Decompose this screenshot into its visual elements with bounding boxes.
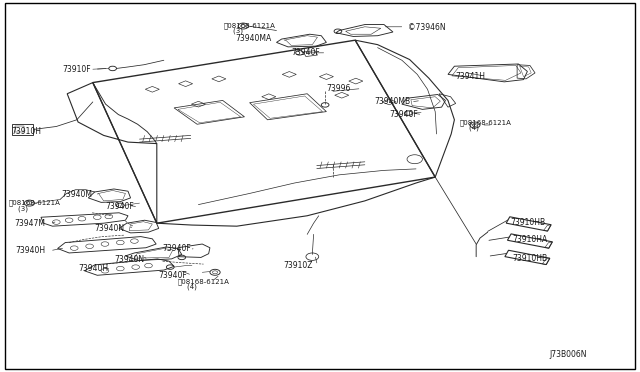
Text: 73910F: 73910F xyxy=(63,65,92,74)
Text: 73940F: 73940F xyxy=(159,271,188,280)
Text: 73940M: 73940M xyxy=(61,190,92,199)
Text: 73940MB: 73940MB xyxy=(374,97,410,106)
Text: J73B006N: J73B006N xyxy=(549,350,587,359)
Text: 73940MA: 73940MA xyxy=(236,34,272,43)
Text: 73940N: 73940N xyxy=(95,224,125,233)
Text: (4): (4) xyxy=(178,284,196,291)
Text: Ⓝ08168-6121A: Ⓝ08168-6121A xyxy=(178,279,230,285)
Text: 73910HB: 73910HB xyxy=(511,218,546,227)
Text: 73910H: 73910H xyxy=(12,127,42,136)
Text: (3): (3) xyxy=(224,28,243,35)
Text: Ⓝ08168-6121A: Ⓝ08168-6121A xyxy=(9,200,61,206)
Bar xyxy=(15,126,24,132)
Text: 73940F: 73940F xyxy=(105,202,134,211)
Text: Ⓝ08168-6121A: Ⓝ08168-6121A xyxy=(224,23,276,29)
Text: 73940H: 73940H xyxy=(15,246,45,255)
Text: 73940F: 73940F xyxy=(163,244,191,253)
Text: 73940F: 73940F xyxy=(389,110,418,119)
Text: 73910HA: 73910HA xyxy=(512,235,547,244)
Text: 73940N: 73940N xyxy=(114,255,144,264)
Text: 73910Z: 73910Z xyxy=(283,261,312,270)
Text: 73940F: 73940F xyxy=(291,48,320,57)
Text: Ⓝ08168-6121A: Ⓝ08168-6121A xyxy=(460,119,511,126)
Text: 73947M: 73947M xyxy=(14,219,45,228)
Text: 73941H: 73941H xyxy=(456,72,486,81)
Bar xyxy=(12,124,33,135)
Text: 73940H: 73940H xyxy=(78,264,108,273)
Text: (3): (3) xyxy=(9,205,28,212)
Text: ©73946N: ©73946N xyxy=(408,23,446,32)
Text: 73996: 73996 xyxy=(326,84,351,93)
Text: (4): (4) xyxy=(460,125,478,131)
Text: 73910HB: 73910HB xyxy=(512,254,547,263)
